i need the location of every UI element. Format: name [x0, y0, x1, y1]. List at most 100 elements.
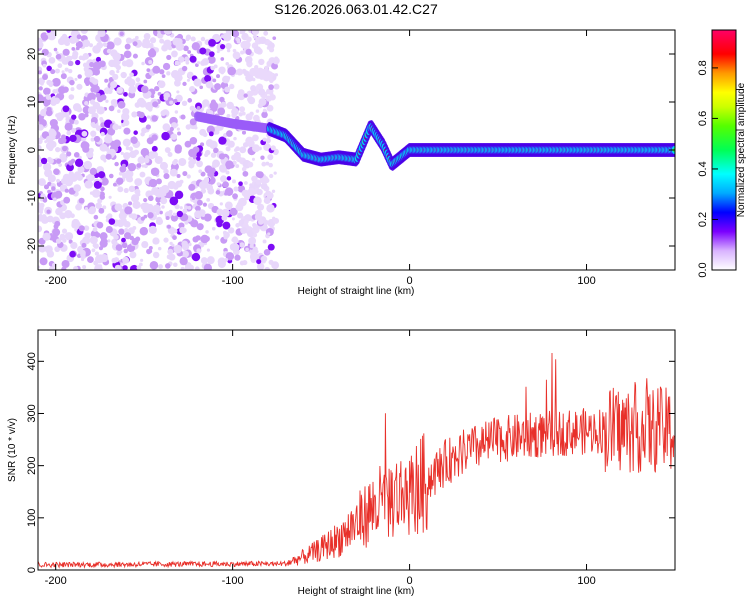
spectrogram-cell — [191, 42, 201, 51]
spectrogram-cell — [231, 30, 240, 38]
spectrogram-cell — [212, 78, 217, 83]
spectrogram-cell — [194, 190, 203, 200]
spectrogram-cell — [200, 234, 209, 244]
spectrogram-cell — [80, 252, 86, 258]
spectrogram-cell — [98, 207, 105, 214]
spectrogram-cell — [160, 184, 170, 194]
spectrogram-cell — [252, 134, 259, 142]
spectrogram-cell — [42, 198, 48, 203]
spectrogram-cell — [89, 167, 98, 176]
spectrogram-cell — [233, 136, 237, 141]
spectrogram-cell — [211, 163, 217, 169]
spectrogram-cell — [245, 247, 249, 252]
spectrogram-cell — [62, 173, 71, 182]
spectrogram-cell — [221, 75, 230, 84]
spectrogram-cell — [73, 119, 79, 125]
spectrogram-cell — [214, 129, 220, 135]
spectrogram-cell — [178, 158, 187, 167]
spectrogram-cell — [222, 181, 229, 188]
spectrogram-cell — [64, 232, 74, 241]
spectrogram-cell — [188, 242, 192, 247]
spectrogram-cell — [145, 43, 150, 49]
spectrogram-cell — [161, 74, 166, 78]
spectrogram-cell — [231, 217, 235, 221]
spectrogram-cell — [104, 146, 110, 152]
spectrogram-cell — [239, 146, 247, 154]
spectrogram-cell — [151, 145, 158, 152]
spectrogram-cell — [273, 83, 280, 90]
spectrogram-cell — [95, 92, 101, 98]
spectrogram-cell — [251, 175, 258, 183]
spectrogram-cell — [260, 182, 268, 190]
spectrogram-cell — [174, 60, 180, 66]
spectrogram-cell — [54, 220, 61, 227]
spectrogram-cell — [55, 51, 59, 55]
spectrogram-cell — [142, 38, 151, 47]
spectrogram-cell — [58, 163, 62, 167]
spectrogram-cell — [38, 225, 43, 233]
spectrogram-cell — [172, 160, 178, 166]
spectrogram-cell — [123, 50, 132, 59]
spectrogram-cell — [123, 91, 128, 97]
spectrogram-cell — [121, 237, 126, 243]
spectrogram-cell — [131, 111, 138, 118]
spectrogram-cell — [107, 239, 111, 243]
spectrogram-cell — [174, 204, 180, 210]
spectrogram-cell — [218, 153, 226, 160]
spectrogram-cell — [46, 209, 51, 214]
spectrogram-cell — [220, 57, 225, 61]
spectrogram-cell — [229, 83, 235, 90]
spectrogram-cell — [91, 248, 96, 253]
spectrogram-cell — [224, 86, 231, 93]
spectrogram-cell — [97, 198, 103, 204]
spectrogram-cell — [119, 31, 124, 37]
spectrogram-cell — [249, 244, 254, 249]
spectrogram-cell — [92, 61, 102, 71]
colorbar-tick-label: 0.2 — [697, 212, 709, 227]
spectrogram-cell — [74, 228, 78, 232]
spectrogram-cell — [40, 198, 44, 202]
spectrogram-cell — [148, 60, 153, 65]
spectrogram-cell — [141, 61, 145, 66]
spectrogram-cell — [220, 175, 228, 183]
spectrogram-cell — [136, 163, 142, 168]
spectrogram-cell — [263, 197, 271, 205]
spectrogram-cell — [73, 184, 82, 192]
spectrogram-cell — [210, 152, 217, 158]
spectrogram-cell — [231, 179, 236, 184]
spectrogram-cell — [267, 42, 275, 50]
spectrogram-cell — [53, 168, 60, 175]
spectrogram-cell — [46, 107, 52, 113]
spectrogram-cell — [260, 255, 268, 263]
spectrogram-cell — [223, 234, 229, 240]
spectrogram-y-axis-label: Frequency (Hz) — [7, 116, 18, 185]
spectrogram-cell — [38, 178, 46, 186]
spectrogram-cell — [104, 135, 113, 144]
spectrogram-cell — [151, 134, 158, 141]
spectrogram-cell — [262, 239, 267, 244]
spectrogram-cell — [99, 177, 108, 186]
spectrogram-cell — [194, 210, 203, 219]
spectrogram-cell — [258, 219, 264, 225]
spectrogram-cell — [268, 162, 273, 168]
spectrogram-cell — [245, 48, 252, 56]
spectrogram-cell — [195, 266, 200, 270]
spectrogram-cell — [274, 73, 279, 77]
spectrogram-cell — [163, 168, 169, 175]
spectrogram-cell — [264, 65, 269, 70]
spectrogram-cell — [95, 202, 102, 210]
spectrogram-cell — [135, 35, 139, 40]
spectrogram-cell — [50, 69, 56, 75]
spectrogram-cell — [166, 54, 172, 61]
spectrogram-cell — [168, 209, 173, 214]
spectrogram-cell — [127, 177, 133, 183]
spectrogram-cell — [92, 84, 100, 93]
spectrogram-cell — [98, 255, 105, 261]
spectrogram-cell — [66, 130, 72, 136]
spectrogram-cell — [106, 41, 115, 50]
spectrogram-cell — [99, 179, 103, 183]
spectrogram-cell — [38, 115, 42, 122]
spectrogram-cell — [174, 146, 182, 154]
spectrogram-cell — [246, 139, 253, 145]
spectrogram-cell — [71, 127, 77, 133]
